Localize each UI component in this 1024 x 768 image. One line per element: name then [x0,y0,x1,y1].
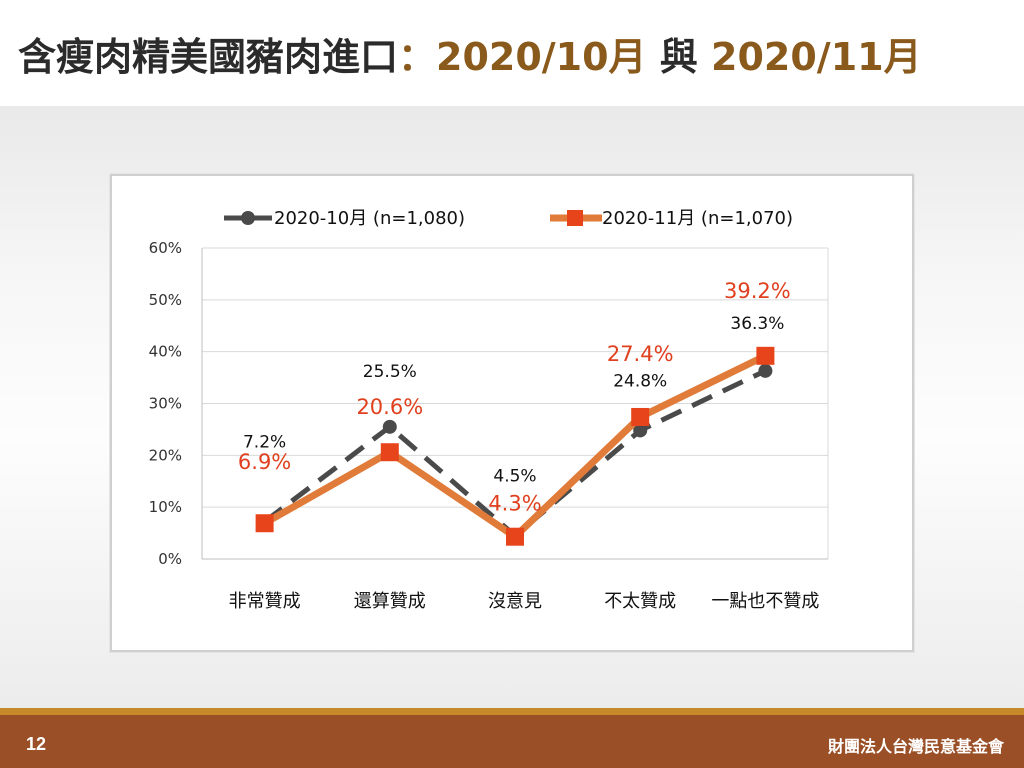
footer-accent-line [0,708,1024,715]
line-chart: 0% 10% 20% 30% 40% 50% 60% 非常贊成 還算贊成 沒意見 不太贊成 一點也不贊… [149,208,829,612]
x-tick-label: 非常贊成 [229,591,301,612]
data-label-nov: 27.4% [607,342,674,366]
y-tick-label: 60% [149,239,182,257]
y-tick-label: 0% [158,550,182,568]
legend-label-nov: 2020-11月 (n=1,070) [602,208,793,229]
data-label-oct: 4.5% [493,467,536,487]
data-label-nov: 6.9% [238,450,291,474]
data-label-oct: 25.5% [363,362,417,382]
legend-marker-oct [241,211,255,225]
y-tick-label: 20% [149,446,182,464]
title-period-nov: 2020/11月 [711,35,922,79]
page-number: 12 [26,734,47,754]
point-marker-nov [255,514,274,533]
title-period-oct: 2020/10月 [436,35,647,79]
point-marker-oct [758,363,773,378]
data-label-oct: 7.2% [243,433,286,453]
gridlines [202,247,828,508]
slide-title: 含瘦肉精美國豬肉進口：2020/10月 與 2020/11月 [18,26,922,81]
point-marker-oct [382,419,397,434]
data-label-nov: 39.2% [724,279,791,303]
footer-bar [0,715,1024,768]
y-tick-label: 30% [149,395,182,413]
data-label-oct: 36.3% [730,314,784,334]
organization-name: 財團法人台灣民意基金會 [827,737,1004,756]
y-tick-label: 40% [149,343,182,361]
x-tick-label: 沒意見 [488,591,542,612]
point-marker-nov [756,346,775,365]
data-label-oct: 24.8% [613,371,667,391]
title-joiner: 與 [659,35,698,79]
data-label-nov: 4.3% [488,492,541,516]
data-label-nov: 20.6% [356,395,423,419]
legend-marker-nov [567,210,583,226]
point-marker-oct [633,423,648,438]
y-tick-label: 10% [149,498,182,516]
point-marker-nov [631,407,650,426]
axes: 0% 10% 20% 30% 40% 50% 60% 非常贊成 還算贊成 沒意見 不太贊成 一點也不贊… [149,239,829,612]
x-tick-label: 不太贊成 [604,591,676,612]
title-separator: ： [398,35,437,79]
data-labels: 7.2% 25.5% 4.5% 24.8% 36.3% 6.9% 20.6% 4.3% 27.4… [238,279,791,516]
y-tick-label: 50% [149,291,182,309]
x-tick-label: 還算贊成 [354,591,426,612]
legend: 2020-10月 (n=1,080) 2020-11月 (n=1,070) [224,208,793,229]
series-lines [255,346,775,546]
title-main: 含瘦肉精美國豬肉進口 [18,35,399,79]
chart-frame: 0% 10% 20% 30% 40% 50% 60% 非常贊成 還算贊成 沒意見 不太贊成 一點也不贊… [110,174,914,652]
point-marker-nov [506,527,524,546]
point-marker-nov [380,443,399,462]
legend-label-oct: 2020-10月 (n=1,080) [274,208,465,229]
x-tick-label: 一點也不贊成 [711,591,819,612]
title-bar: 含瘦肉精美國豬肉進口：2020/10月 與 2020/11月 [0,0,1024,106]
